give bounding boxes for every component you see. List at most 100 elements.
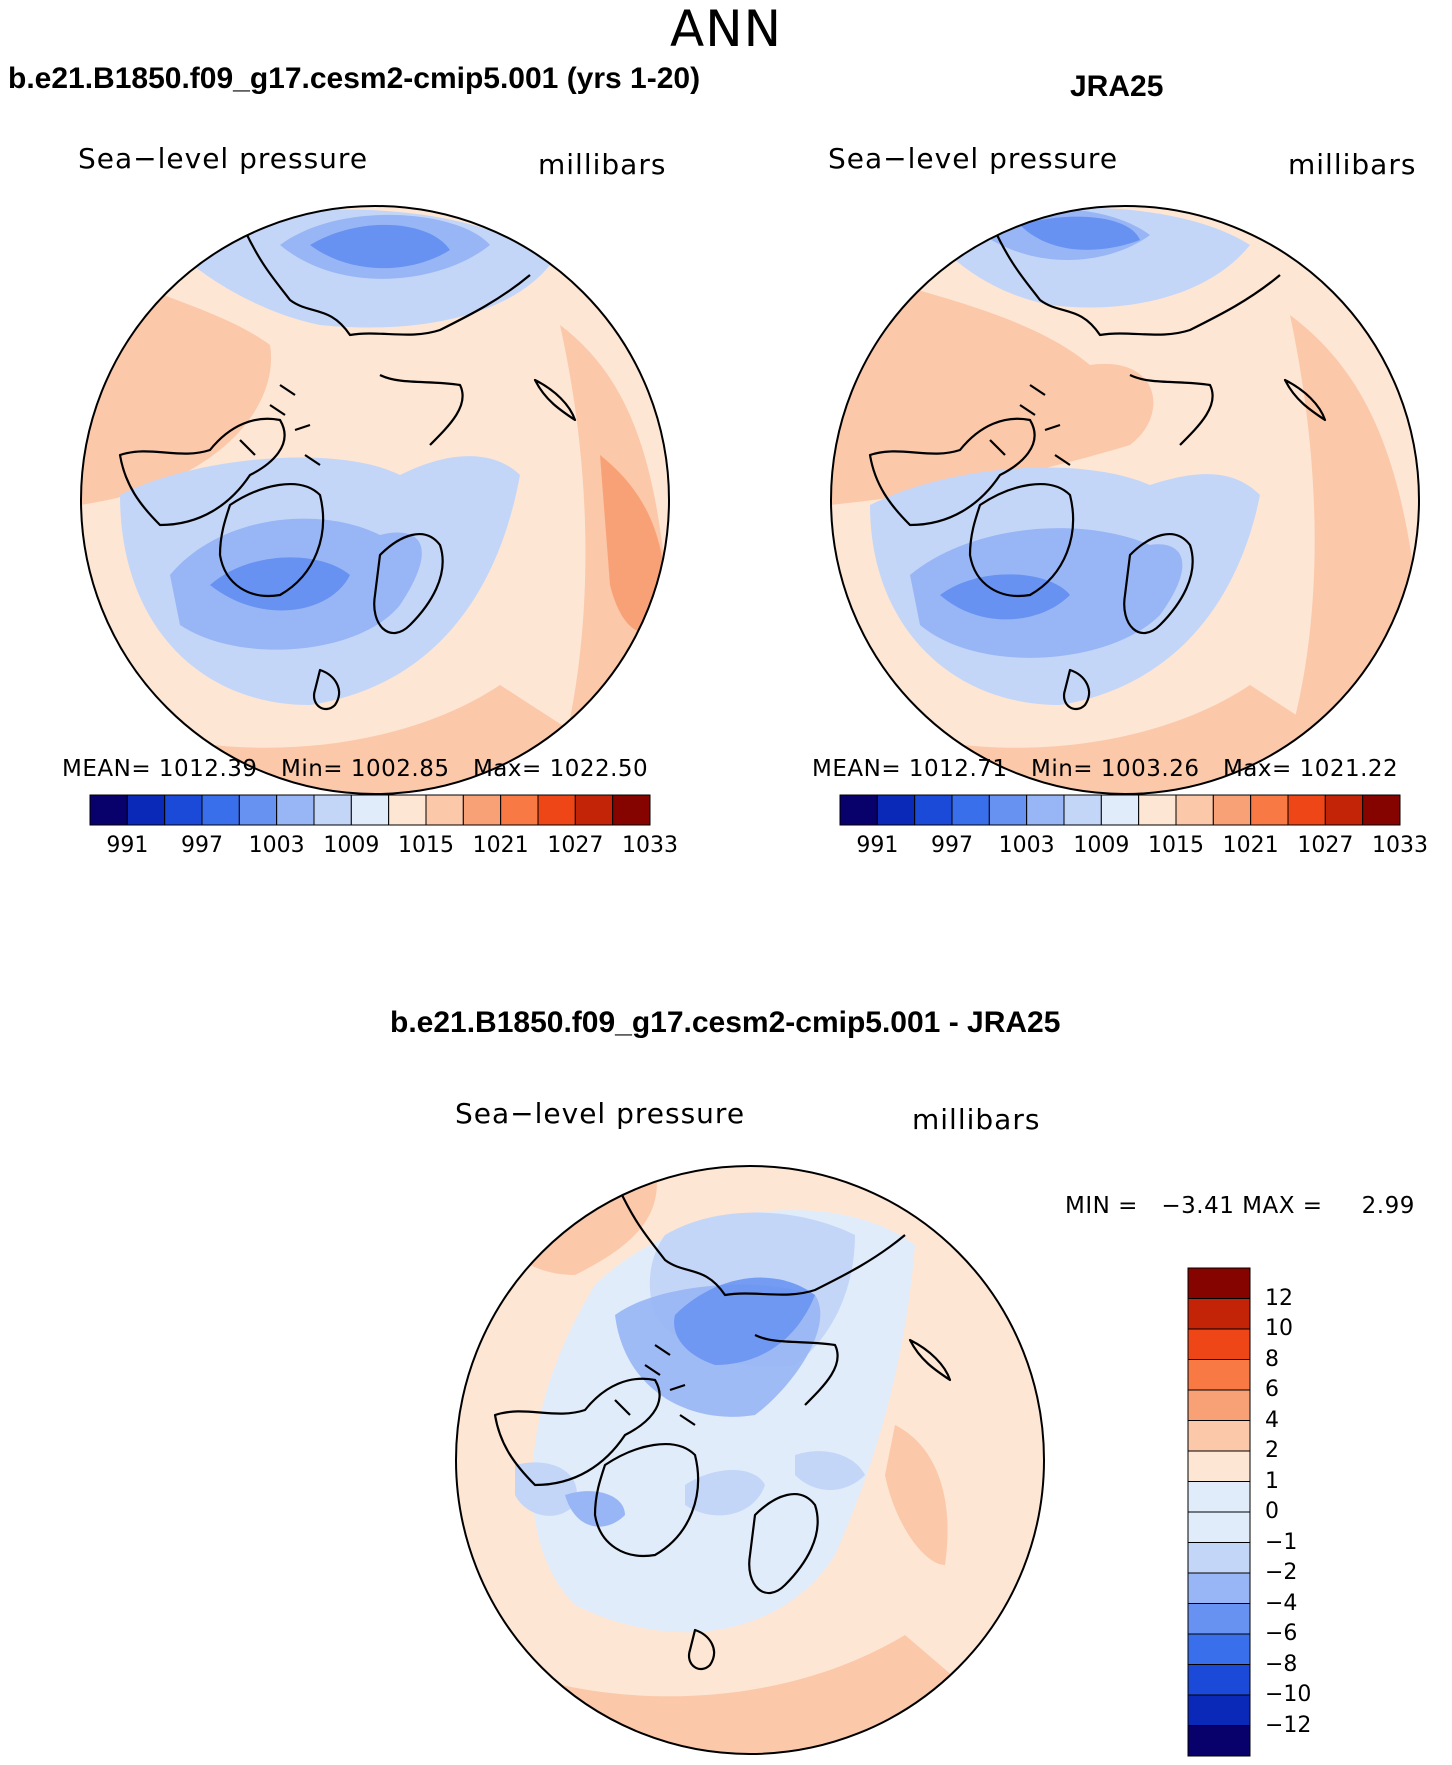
- difference-max-value: 2.99: [1361, 1193, 1415, 1219]
- panel-2-min-value: 1003.26: [1100, 756, 1200, 782]
- difference-max-label: MAX =: [1242, 1193, 1323, 1219]
- panel-2-max-label: Max=: [1222, 756, 1292, 782]
- difference-units-label: millibars: [912, 1103, 1041, 1136]
- colorbar-tick-label: −12: [1265, 1712, 1312, 1738]
- colorbar-tick-label: 1009: [323, 833, 380, 858]
- panel-1-min-label: Min=: [280, 756, 344, 782]
- panel-2-mean-label: MEAN=: [812, 756, 902, 782]
- colorbar-swatch: [1100, 794, 1140, 826]
- colorbar-swatch: [350, 794, 390, 826]
- colorbar-swatch: [1362, 794, 1401, 826]
- difference-min-label: MIN =: [1065, 1193, 1138, 1219]
- colorbar-swatch: [126, 794, 166, 826]
- colorbar-tick-label: 1015: [398, 833, 454, 858]
- colorbar-tick-label: 1033: [622, 833, 678, 858]
- colorbar-tick-label: 8: [1265, 1346, 1279, 1372]
- colorbar-tick-label: −4: [1265, 1590, 1298, 1616]
- colorbar-swatch: [1187, 1267, 1251, 1299]
- colorbar-tick-label: 991: [856, 833, 899, 858]
- colorbar-tick-label: 1009: [1073, 833, 1130, 858]
- colorbar-swatch: [164, 794, 203, 826]
- difference-title: b.e21.B1850.f09_g17.cesm2-cmip5.001 - JR…: [390, 1006, 1061, 1039]
- colorbar-swatch: [1187, 1298, 1251, 1330]
- colorbar-swatch: [313, 794, 352, 826]
- colorbar-swatch: [1187, 1694, 1251, 1726]
- colorbar-swatch: [1187, 1420, 1251, 1452]
- colorbar-tick-label: 1033: [1372, 833, 1428, 858]
- season-title: ANN: [669, 0, 782, 58]
- panel-2-colorbar-ticks: 991 997 1003 1009 1015 1021 1027 1033: [840, 833, 1428, 863]
- difference-variable-label: Sea−level pressure: [455, 1097, 746, 1130]
- difference-map: [455, 1165, 1045, 1755]
- panel-1-map: [80, 205, 670, 795]
- colorbar-swatch: [914, 794, 953, 826]
- colorbar-swatch: [951, 794, 990, 826]
- colorbar-tick-label: 2: [1265, 1438, 1279, 1463]
- colorbar-tick-label: 6: [1265, 1377, 1279, 1402]
- panel-1-colorbar: [89, 794, 651, 826]
- colorbar-swatch: [1138, 794, 1177, 826]
- colorbar-swatch: [1187, 1664, 1251, 1696]
- panel-1-units-label: millibars: [538, 148, 667, 181]
- panel-2-units-label: millibars: [1288, 148, 1417, 181]
- colorbar-swatch: [1187, 1450, 1251, 1482]
- colorbar-tick-label: −6: [1265, 1621, 1298, 1646]
- panel-2-variable-label: Sea−level pressure: [828, 142, 1119, 175]
- colorbar-swatch: [89, 794, 128, 826]
- panel-1-mean-label: MEAN=: [62, 756, 152, 782]
- colorbar-swatch: [1324, 794, 1364, 826]
- colorbar-tick-label: 1003: [248, 833, 305, 858]
- colorbar-swatch: [1212, 794, 1252, 826]
- colorbar-tick-label: 997: [931, 833, 973, 858]
- colorbar-swatch: [1187, 1603, 1251, 1635]
- colorbar-swatch: [574, 794, 614, 826]
- panel-2-min-label: Min=: [1030, 756, 1094, 782]
- colorbar-swatch: [1187, 1481, 1251, 1513]
- panel-1-max-value: 1022.50: [549, 756, 649, 782]
- panel-1-colorbar-ticks: 991 997 1003 1009 1015 1021 1027 1033: [90, 833, 678, 863]
- panel-2-mean-value: 1012.71: [908, 756, 1008, 782]
- panel-1-variable-label: Sea−level pressure: [78, 142, 369, 175]
- colorbar-swatch: [425, 794, 464, 826]
- colorbar-swatch: [1175, 794, 1214, 826]
- panel-1-title: b.e21.B1850.f09_g17.cesm2-cmip5.001 (yrs…: [8, 62, 701, 95]
- colorbar-tick-label: −1: [1265, 1529, 1298, 1555]
- colorbar-swatch: [1026, 794, 1065, 826]
- difference-stats: MIN = −3.41 MAX = 2.99: [1065, 1193, 1415, 1219]
- panel-2-stats: MEAN= 1012.71 Min= 1003.26 Max= 1021.22: [812, 756, 1398, 782]
- panel-1-min-value: 1002.85: [350, 756, 450, 782]
- colorbar-swatch: [1063, 794, 1102, 826]
- colorbar-tick-label: 997: [181, 833, 223, 858]
- colorbar-tick-label: 1027: [547, 833, 604, 858]
- colorbar-swatch: [1187, 1725, 1251, 1757]
- panel-2-colorbar: [839, 794, 1401, 826]
- colorbar-swatch: [201, 794, 240, 826]
- colorbar-swatch: [276, 794, 315, 826]
- colorbar-tick-label: 991: [106, 833, 149, 858]
- difference-min-value: −3.41: [1161, 1193, 1235, 1219]
- colorbar-tick-label: 0: [1265, 1499, 1279, 1524]
- colorbar-tick-label: 1003: [998, 833, 1055, 858]
- colorbar-swatch: [612, 794, 651, 826]
- colorbar-swatch: [876, 794, 916, 826]
- colorbar-swatch: [388, 794, 427, 826]
- colorbar-tick-label: 12: [1265, 1285, 1293, 1311]
- colorbar-tick-label: −10: [1265, 1682, 1312, 1707]
- panel-2-map: [830, 205, 1420, 795]
- colorbar-swatch: [462, 794, 502, 826]
- colorbar-tick-label: 1: [1265, 1468, 1279, 1494]
- colorbar-swatch: [1287, 794, 1326, 826]
- colorbar-tick-label: 4: [1265, 1407, 1279, 1433]
- colorbar-swatch: [1187, 1542, 1251, 1574]
- colorbar-swatch: [1187, 1511, 1251, 1543]
- colorbar-swatch: [1187, 1359, 1251, 1391]
- colorbar-tick-label: 1021: [1222, 833, 1279, 858]
- colorbar-swatch: [1250, 794, 1289, 826]
- colorbar-swatch: [1187, 1389, 1251, 1421]
- colorbar-tick-label: 1027: [1297, 833, 1354, 858]
- colorbar-swatch: [500, 794, 539, 826]
- colorbar-tick-label: 10: [1265, 1316, 1293, 1341]
- colorbar-tick-label: −8: [1265, 1651, 1298, 1677]
- colorbar-swatch: [1187, 1572, 1251, 1604]
- difference-colorbar-ticks: 12 10 8 6 4 2 1 0 −1 −2 −4 −6 −8 −10 −12: [1265, 1268, 1325, 1758]
